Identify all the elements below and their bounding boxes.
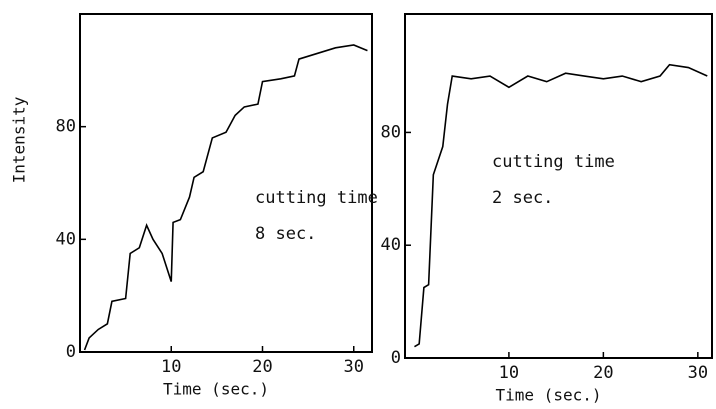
y-tick-label: 40 <box>56 229 76 249</box>
plot-frame <box>404 13 713 359</box>
x-axis-label: Time (sec.) <box>496 386 602 405</box>
y-tick-label: 80 <box>381 122 401 142</box>
annotation: 2 sec. <box>492 188 553 208</box>
x-tick-label: 30 <box>688 363 708 383</box>
x-axis-label: Time (sec.) <box>163 380 269 399</box>
x-tick-label: 20 <box>593 363 613 383</box>
data-line <box>414 63 708 348</box>
x-tick-label: 20 <box>252 357 272 377</box>
y-axis-label: Intensity <box>10 96 29 183</box>
y-tick-label: 40 <box>381 235 401 255</box>
data-line <box>83 44 368 351</box>
x-tick-label: 10 <box>499 363 519 383</box>
annotation: cutting time <box>492 152 615 172</box>
annotation: cutting time <box>255 188 378 208</box>
x-tick-label: 30 <box>344 357 364 377</box>
x-tick-label: 10 <box>161 357 181 377</box>
y-tick-label: 80 <box>56 117 76 137</box>
plot-frame <box>79 13 373 353</box>
annotation: 8 sec. <box>255 224 316 244</box>
y-tick-label: 0 <box>66 342 76 362</box>
y-tick-label: 0 <box>391 348 401 368</box>
